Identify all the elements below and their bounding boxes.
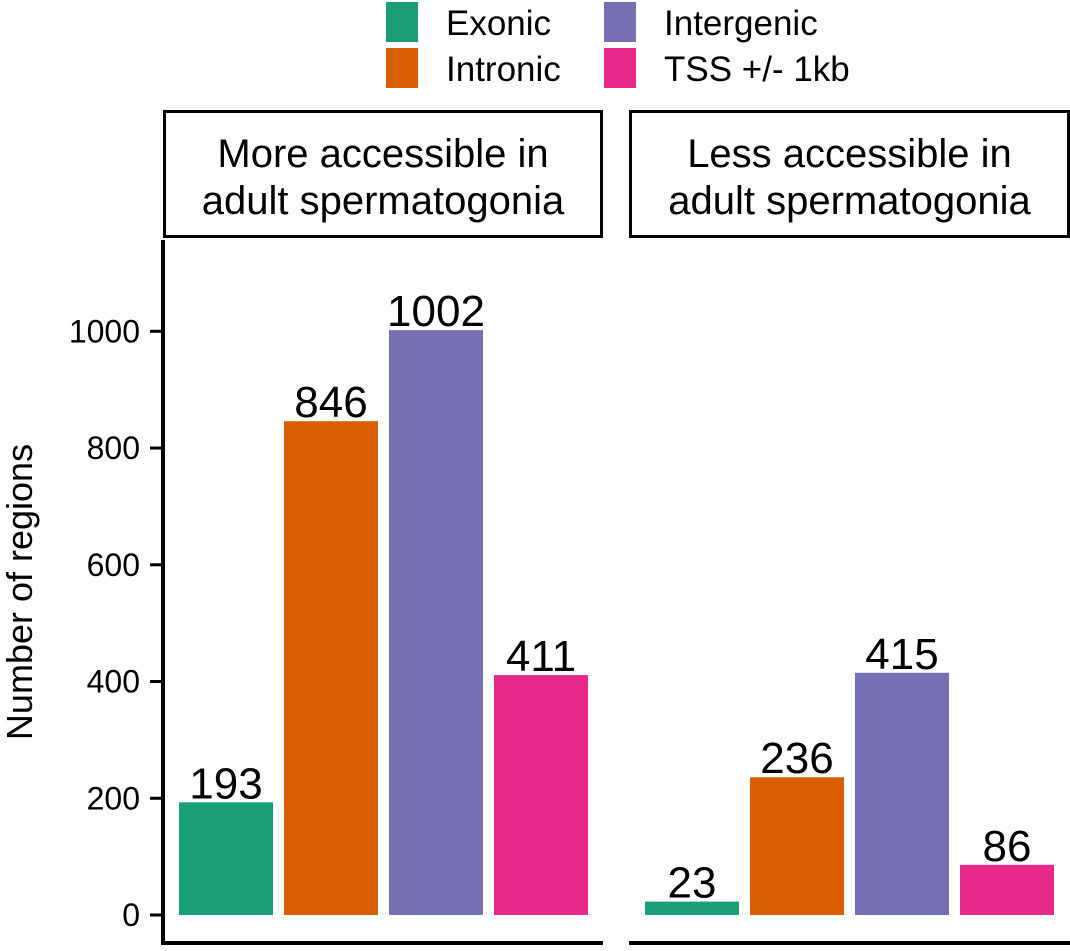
legend-swatch [386,2,418,42]
y-tick-label: 800 [87,430,140,466]
legend-swatch [386,48,418,88]
data-label: 411 [506,632,576,681]
facet-strip-label: More accessible in [217,132,548,176]
y-tick-label: 600 [87,547,140,583]
facet-strip [163,110,603,238]
legend-label: Intronic [446,50,561,89]
bar-tss-1kb [960,864,1054,915]
data-label: 86 [983,822,1032,871]
y-tick-label: 400 [87,664,140,700]
bar-intronic [284,421,378,915]
legend-label: TSS +/- 1kb [664,50,850,89]
legend-label: Intergenic [664,4,818,43]
legend-item-exonic: Exonic [386,2,551,43]
legend-item-intergenic: Intergenic [604,2,818,43]
data-label: 415 [865,630,938,679]
y-axis-title: Number of regions [0,444,40,740]
data-label: 1002 [387,287,485,336]
legend-item-intronic: Intronic [386,48,561,89]
legend: Exonic Intronic Intergenic TSS +/- 1kb [386,2,850,89]
bar-intergenic [389,330,483,916]
y-axis: 0 200 400 600 800 1000 [69,240,165,945]
y-tick-label: 0 [122,897,140,933]
facet-strip [629,110,1070,238]
legend-swatch [604,2,636,42]
facet-strip-label: adult spermatogonia [668,179,1031,223]
data-label: 23 [668,859,717,908]
facet-strip-label: Less accessible in [687,132,1012,176]
bar-intronic [750,777,844,915]
bar-intergenic [855,672,949,915]
data-label: 846 [294,378,367,427]
y-tick-label: 200 [87,780,140,816]
legend-label: Exonic [446,4,551,43]
y-tick-label: 1000 [69,313,140,349]
legend-item-tss-1kb: TSS +/- 1kb [604,48,850,89]
bar-tss-1kb [494,675,588,915]
facet-strip-label: adult spermatogonia [202,179,565,223]
legend-swatch [604,48,636,88]
data-label: 193 [189,759,262,808]
bar-exonic [179,802,273,915]
bar-exonic [645,901,739,915]
data-label: 236 [760,734,833,783]
